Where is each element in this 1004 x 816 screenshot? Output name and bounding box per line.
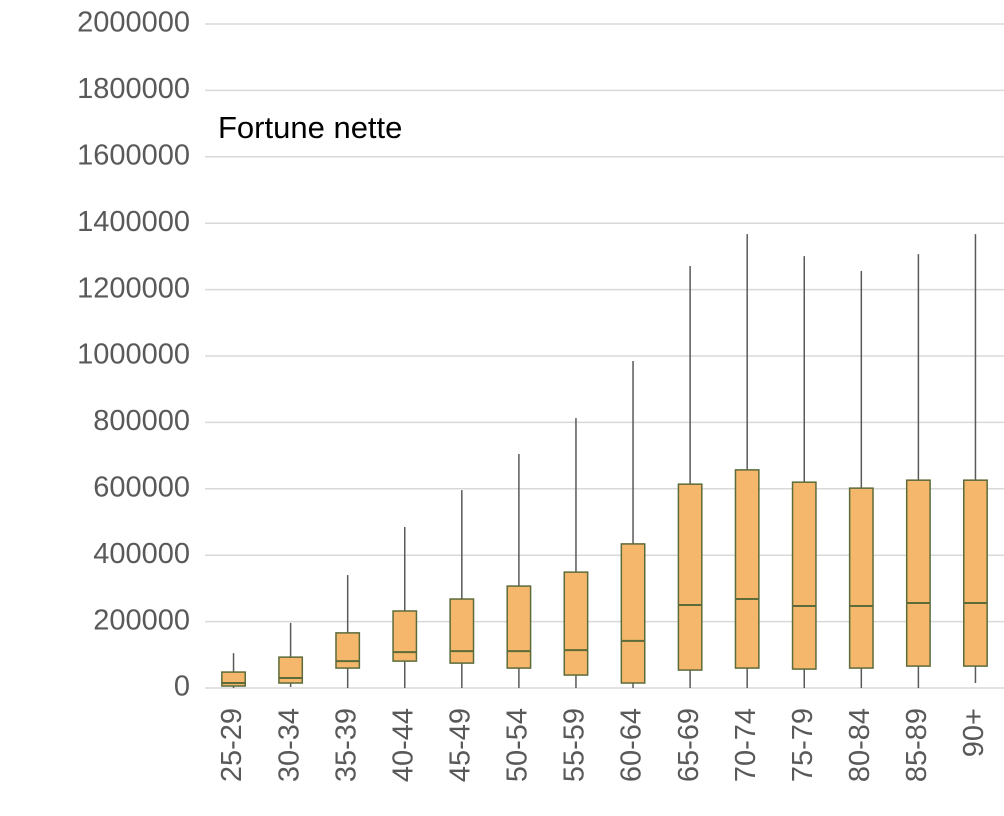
box bbox=[278, 656, 304, 684]
x-tick-label: 80-84 bbox=[844, 708, 876, 782]
y-tick-label: 1600000 bbox=[77, 139, 190, 171]
box bbox=[335, 632, 361, 669]
y-tick-label: 200000 bbox=[93, 604, 190, 636]
x-tick-label: 85-89 bbox=[901, 708, 933, 782]
y-tick-label: 1800000 bbox=[77, 73, 190, 105]
x-tick-label: 65-69 bbox=[673, 708, 705, 782]
y-tick-label: 0 bbox=[174, 671, 190, 703]
box bbox=[563, 571, 589, 676]
x-tick-label: 35-39 bbox=[330, 708, 362, 782]
box bbox=[848, 487, 874, 669]
y-tick-label: 1400000 bbox=[77, 206, 190, 238]
x-tick-label: 40-44 bbox=[387, 708, 419, 782]
box bbox=[734, 469, 760, 669]
box bbox=[791, 481, 817, 670]
y-tick-label: 400000 bbox=[93, 538, 190, 570]
y-tick-label: 1000000 bbox=[77, 339, 190, 371]
y-tick-label: 2000000 bbox=[77, 7, 190, 39]
x-tick-label: 50-54 bbox=[502, 708, 534, 782]
x-tick-label: 55-59 bbox=[559, 708, 591, 782]
y-tick-label: 800000 bbox=[93, 405, 190, 437]
y-tick-label: 600000 bbox=[93, 471, 190, 503]
box bbox=[963, 479, 988, 667]
x-tick-label: 30-34 bbox=[273, 708, 305, 782]
box bbox=[392, 610, 418, 662]
x-tick-label: 90+ bbox=[958, 708, 990, 757]
box bbox=[677, 483, 703, 671]
chart-title: Fortune nette bbox=[218, 110, 402, 145]
x-tick-label: 45-49 bbox=[444, 708, 476, 782]
box bbox=[449, 598, 475, 664]
y-tick-label: 1200000 bbox=[77, 272, 190, 304]
x-tick-label: 60-64 bbox=[616, 708, 648, 782]
x-tick-label: 70-74 bbox=[730, 708, 762, 782]
x-tick-label: 25-29 bbox=[216, 708, 248, 782]
box bbox=[506, 585, 532, 669]
x-tick-label: 75-79 bbox=[787, 708, 819, 782]
box bbox=[620, 543, 646, 684]
box bbox=[905, 479, 931, 667]
